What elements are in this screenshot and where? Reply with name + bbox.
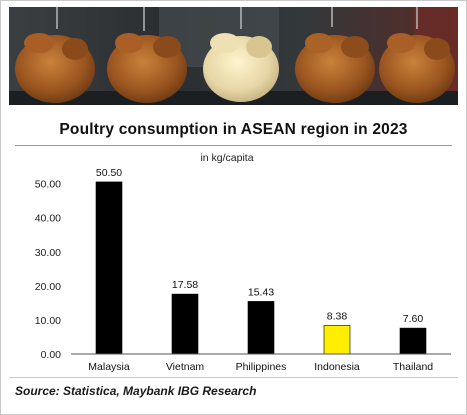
title-divider bbox=[15, 145, 452, 146]
bar-vietnam bbox=[171, 293, 199, 355]
bar-value-label: 7.60 bbox=[403, 313, 424, 325]
source-note: Source: Statistica, Maybank IBG Research bbox=[15, 384, 257, 398]
bar-value-label: 8.38 bbox=[327, 310, 348, 322]
chicken-shape-1 bbox=[15, 33, 95, 103]
bar-chart: in kg/capita 0.00 10.00 20.00 30.00 40.00 50.… bbox=[35, 152, 451, 373]
x-tick-label: Thailand bbox=[393, 361, 433, 373]
bar-value-label: 15.43 bbox=[248, 286, 274, 298]
y-tick-label: 50.00 bbox=[35, 179, 61, 191]
x-axis: Malaysia Vietnam Philippines Indonesia Thail… bbox=[71, 353, 451, 373]
chicken-shape-5 bbox=[379, 33, 455, 103]
bar-philippines bbox=[247, 301, 275, 355]
bar-value-label: 17.58 bbox=[172, 279, 198, 291]
bar-malaysia bbox=[95, 181, 123, 355]
y-tick-label: 20.00 bbox=[35, 281, 61, 293]
x-tick-label: Indonesia bbox=[314, 361, 360, 373]
x-tick-label: Malaysia bbox=[88, 361, 130, 373]
bars: 50.50 17.58 15.43 8.38 7.60 bbox=[95, 167, 427, 355]
bar-indonesia bbox=[323, 325, 351, 355]
roast-chicken-illustration bbox=[9, 7, 458, 105]
chart-panel: Poultry consumption in ASEAN region in 2… bbox=[9, 105, 458, 378]
y-tick-label: 40.00 bbox=[35, 213, 61, 225]
y-tick-label: 30.00 bbox=[35, 247, 61, 259]
chart-title: Poultry consumption in ASEAN region in 2… bbox=[59, 121, 408, 138]
bar-thailand bbox=[399, 327, 427, 355]
x-tick-label: Vietnam bbox=[166, 361, 205, 373]
unit-label: in kg/capita bbox=[200, 152, 253, 164]
x-tick-label: Philippines bbox=[236, 361, 287, 373]
roast-chicken-photo bbox=[9, 7, 458, 105]
chicken-shape-4 bbox=[295, 33, 375, 103]
chicken-shape-2 bbox=[107, 33, 187, 103]
bar-value-label: 50.50 bbox=[96, 167, 122, 179]
y-axis: 0.00 10.00 20.00 30.00 40.00 50.00 bbox=[35, 179, 61, 361]
chicken-shape-3 bbox=[203, 33, 279, 102]
y-tick-label: 10.00 bbox=[35, 315, 61, 327]
y-tick-label: 0.00 bbox=[41, 349, 62, 361]
